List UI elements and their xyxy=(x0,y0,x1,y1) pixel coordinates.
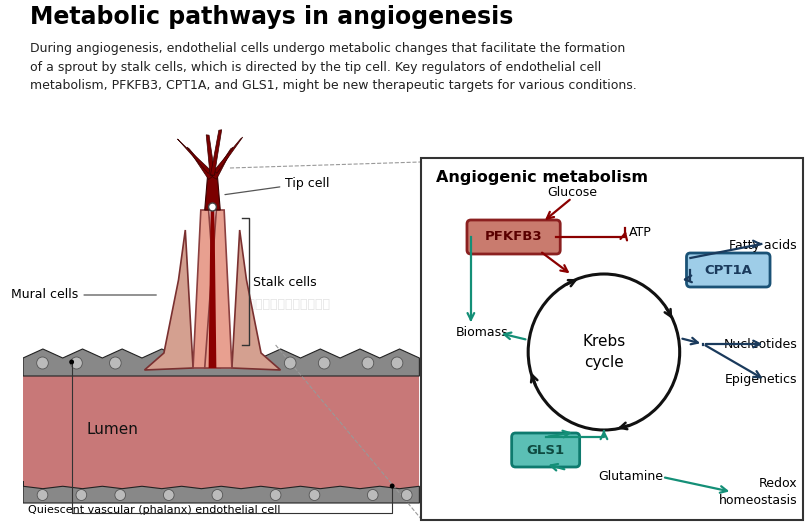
Text: GLS1: GLS1 xyxy=(526,444,565,457)
Text: Redox
homeostasis: Redox homeostasis xyxy=(719,477,797,507)
Polygon shape xyxy=(193,210,221,368)
Polygon shape xyxy=(211,130,221,175)
Circle shape xyxy=(76,490,87,501)
Circle shape xyxy=(208,203,217,211)
Circle shape xyxy=(109,357,122,369)
Polygon shape xyxy=(23,358,419,493)
Polygon shape xyxy=(23,481,419,503)
Text: Mural cells: Mural cells xyxy=(11,289,156,302)
Polygon shape xyxy=(206,135,215,175)
Polygon shape xyxy=(232,230,280,370)
Text: Metabolic pathways in angiogenesis: Metabolic pathways in angiogenesis xyxy=(30,5,514,29)
Circle shape xyxy=(402,490,412,501)
Polygon shape xyxy=(208,210,217,368)
Text: During angiogenesis, endothelial cells undergo metabolic changes that facilitate: During angiogenesis, endothelial cells u… xyxy=(30,42,637,92)
Circle shape xyxy=(309,490,320,501)
Text: Nucleotides: Nucleotides xyxy=(724,338,797,351)
Circle shape xyxy=(362,357,374,369)
Circle shape xyxy=(270,490,281,501)
Circle shape xyxy=(391,357,402,369)
FancyBboxPatch shape xyxy=(421,158,803,520)
Text: Epigenetics: Epigenetics xyxy=(724,374,797,386)
Circle shape xyxy=(37,357,48,369)
Text: 深圳子科生物技术有限公司: 深圳子科生物技术有限公司 xyxy=(241,299,330,312)
FancyBboxPatch shape xyxy=(687,253,770,287)
Circle shape xyxy=(163,490,174,501)
Polygon shape xyxy=(214,137,243,173)
Circle shape xyxy=(37,490,47,501)
Polygon shape xyxy=(213,147,233,179)
Text: Angiogenic metabolism: Angiogenic metabolism xyxy=(436,170,648,185)
Text: CPT1A: CPT1A xyxy=(704,264,752,277)
FancyBboxPatch shape xyxy=(24,128,420,518)
Text: Krebs
cycle: Krebs cycle xyxy=(582,334,625,370)
Text: Fatty acids: Fatty acids xyxy=(729,239,796,252)
Polygon shape xyxy=(204,210,232,368)
Text: Glutamine: Glutamine xyxy=(598,470,663,483)
FancyBboxPatch shape xyxy=(467,220,560,254)
Circle shape xyxy=(71,357,82,369)
Text: Biomass: Biomass xyxy=(456,326,508,339)
Circle shape xyxy=(284,357,296,369)
Circle shape xyxy=(390,483,394,489)
Polygon shape xyxy=(144,230,193,370)
Text: Glucose: Glucose xyxy=(547,185,597,198)
Circle shape xyxy=(212,490,223,501)
Polygon shape xyxy=(177,139,211,173)
Circle shape xyxy=(318,357,330,369)
Polygon shape xyxy=(204,175,221,210)
Text: PFKFB3: PFKFB3 xyxy=(485,231,543,243)
Circle shape xyxy=(69,360,74,364)
Polygon shape xyxy=(187,147,213,180)
Text: Tip cell: Tip cell xyxy=(225,176,330,195)
Circle shape xyxy=(115,490,126,501)
Polygon shape xyxy=(23,349,419,376)
Text: Stalk cells: Stalk cells xyxy=(254,276,317,289)
Text: Quiescent vascular (phalanx) endothelial cell: Quiescent vascular (phalanx) endothelial… xyxy=(28,505,280,515)
Circle shape xyxy=(528,274,679,430)
Circle shape xyxy=(158,357,170,369)
Text: ATP: ATP xyxy=(630,227,652,240)
FancyBboxPatch shape xyxy=(512,433,580,467)
Circle shape xyxy=(367,490,378,501)
Text: Lumen: Lumen xyxy=(86,422,138,437)
